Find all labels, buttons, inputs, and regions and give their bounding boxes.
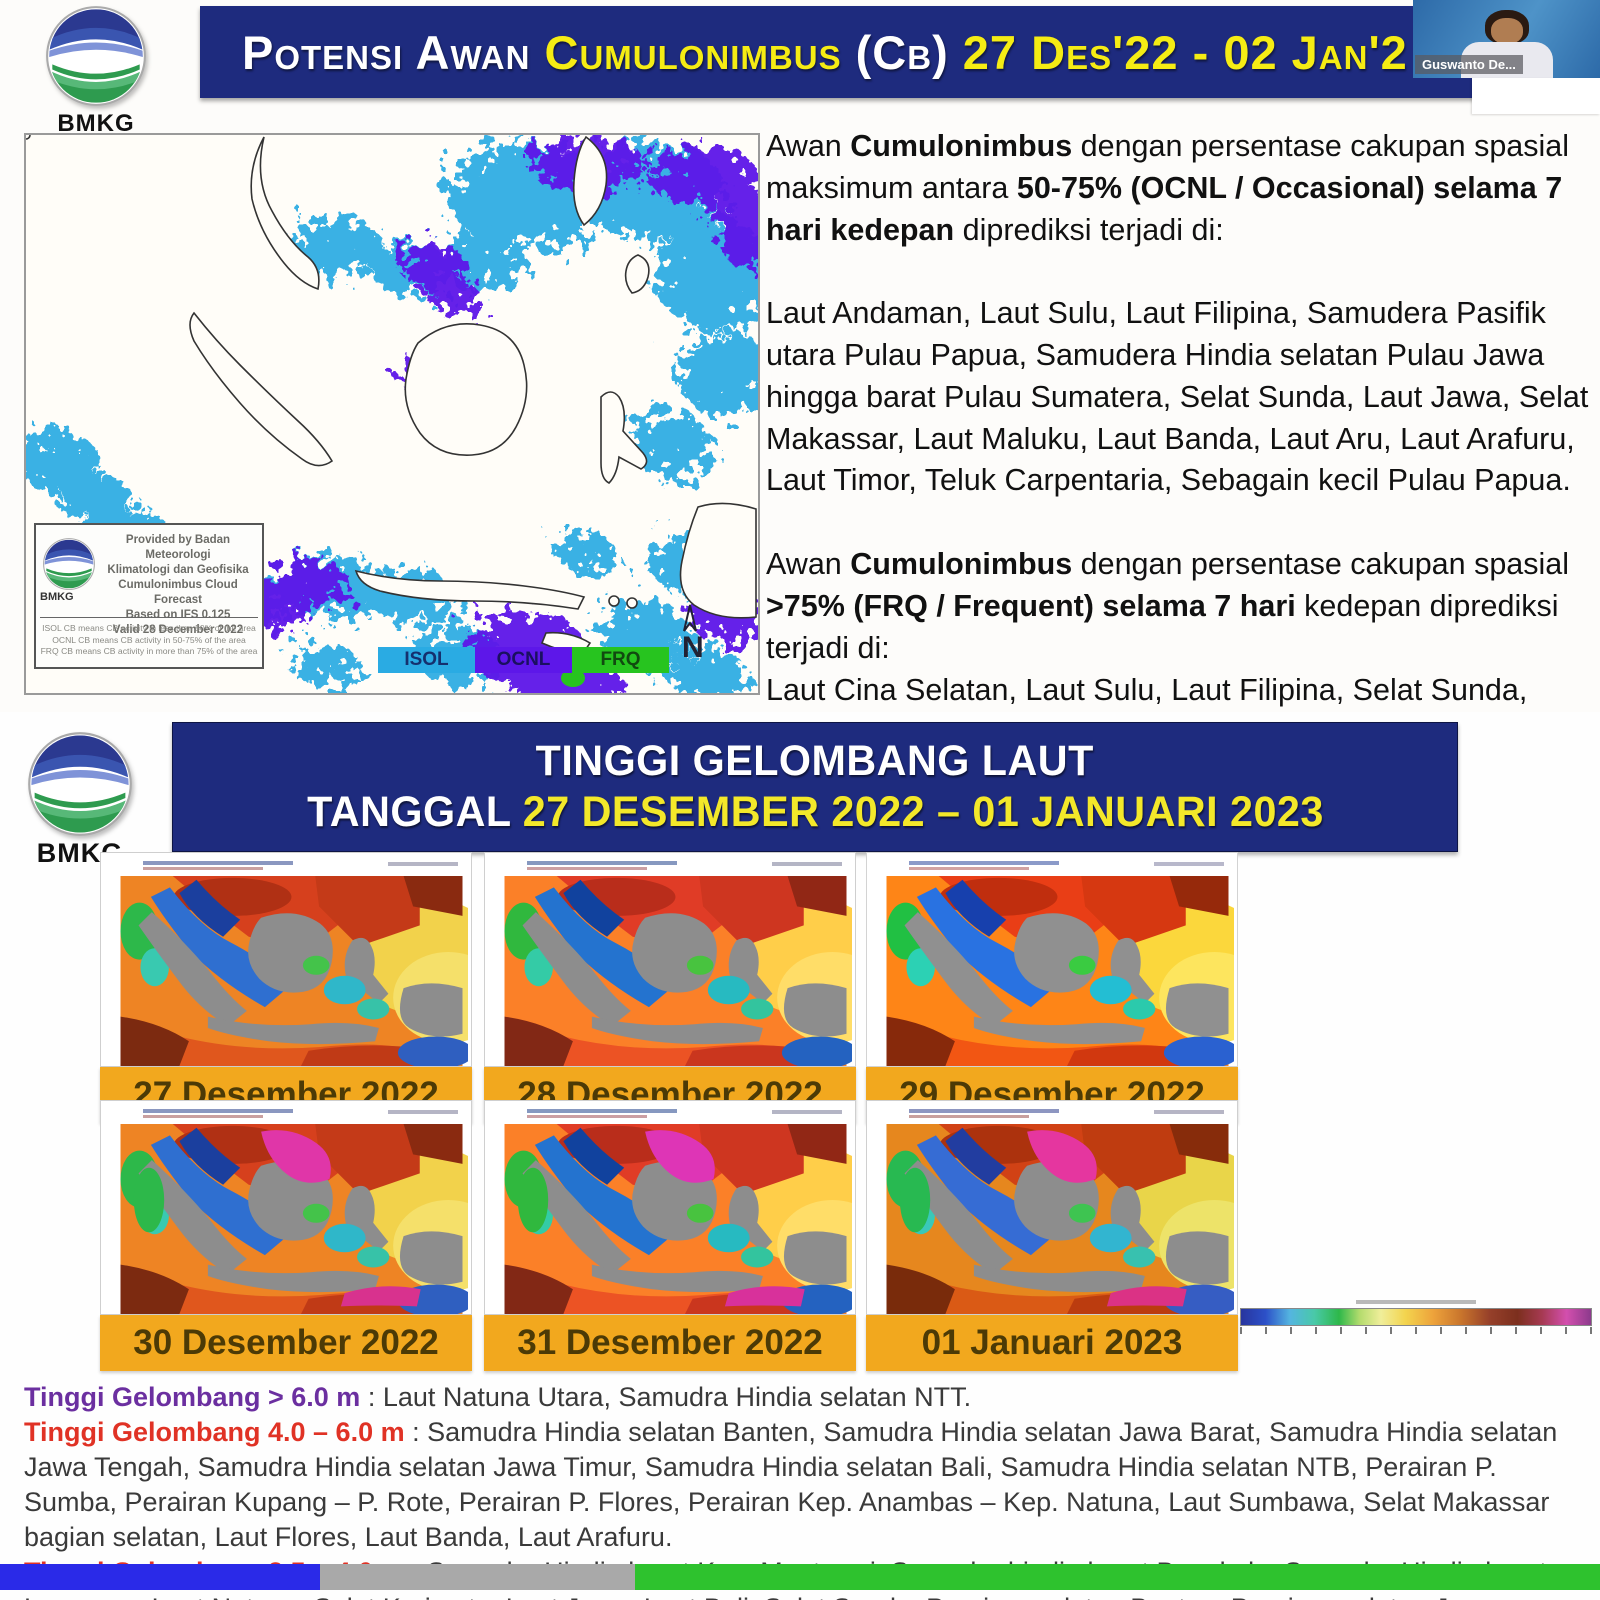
bmkg-logo: BMKG	[36, 4, 156, 138]
legend-note: OCNL CB means CB activity in 50-75% of t…	[52, 634, 246, 645]
legend-isol: ISOL	[378, 647, 475, 673]
svg-text:N: N	[682, 631, 704, 664]
wave-map-image	[881, 876, 1234, 1066]
wave-panel-date: 31 Desember 2022	[484, 1315, 856, 1371]
wave-map-image	[115, 1124, 468, 1314]
wave-panel-5: 31 Desember 2022	[484, 1100, 856, 1371]
legend-ocnl: OCNL	[475, 647, 572, 673]
cb-description: Awan Cumulonimbus dengan persentase caku…	[766, 126, 1590, 753]
credit-line: Valid 28 December 2022	[112, 623, 244, 636]
wave-panel-6: 01 Januari 2023	[866, 1100, 1238, 1371]
credit-line: Based on IFS 0.125	[125, 608, 231, 621]
bmkg-logo-icon	[18, 730, 142, 838]
wave-map-image	[115, 876, 468, 1066]
wave-note-label: Tinggi Gelombang 4.0 – 6.0 m	[24, 1417, 405, 1448]
wave-map-image	[881, 1124, 1234, 1314]
wave-map-image	[499, 1124, 852, 1314]
wave-panel-4: 30 Desember 2022	[100, 1100, 472, 1371]
legend-note: FRQ CB means CB activity in more than 75…	[40, 646, 258, 657]
colorscale-gradient	[1240, 1308, 1592, 1326]
cb-category-legend: ISOL OCNL FRQ	[378, 647, 669, 673]
participant-face	[1491, 18, 1523, 44]
footer-segment-gray	[320, 1564, 636, 1590]
cumulonimbus-map: N BMKG Provided by Badan Meteorologi Kli…	[24, 133, 760, 695]
wave-map-image	[499, 876, 852, 1066]
participant-name-badge: Guswanto De...	[1415, 55, 1523, 74]
compass-north: N	[682, 604, 704, 664]
colorscale-ticks	[1240, 1327, 1592, 1334]
wave-note-gt6: Tinggi Gelombang > 6.0 m : Laut Natuna U…	[24, 1380, 1590, 1415]
wave-panel-date: 01 Januari 2023	[866, 1315, 1238, 1371]
bmkg-logo-2: BMKG	[18, 730, 142, 869]
credit-line: Provided by Badan Meteorologi	[125, 534, 231, 561]
bmkg-logo-icon	[36, 4, 156, 108]
legend-frq: FRQ	[572, 647, 669, 673]
cb-paragraph-3: Awan Cumulonimbus dengan persentase caku…	[766, 547, 1570, 665]
cb-paragraph-1: Awan Cumulonimbus dengan persentase caku…	[766, 129, 1570, 247]
wave-panel-date: 30 Desember 2022	[100, 1315, 472, 1371]
map-credit-box: BMKG Provided by Badan Meteorologi Klima…	[34, 523, 264, 669]
wave-note-label: Tinggi Gelombang > 6.0 m	[24, 1382, 361, 1412]
video-overlay-corner	[1472, 78, 1600, 114]
footer-segment-blue	[0, 1564, 320, 1590]
footer-progress-strip	[0, 1564, 1600, 1590]
wave-section: BMKG TINGGI GELOMBANG LAUT TANGGAL 27 DE…	[0, 712, 1600, 1600]
wave-title-line2: TANGGAL 27 DESEMBER 2022 – 01 JANUARI 20…	[306, 788, 1324, 836]
cb-title: Potensi Awan Cumulonimbus (Cb) 27 Des'22…	[242, 25, 1408, 79]
colorscale-title-placeholder	[1356, 1300, 1476, 1304]
wave-panel-2: 28 Desember 2022	[484, 852, 856, 1123]
bmkg-mini-logo-icon	[42, 537, 96, 591]
credit-line: Klimatologi dan Geofisika	[107, 563, 249, 576]
wave-header-bar: TINGGI GELOMBANG LAUT TANGGAL 27 DESEMBE…	[172, 722, 1458, 852]
bmkg-mini-logo-label: BMKG	[40, 591, 74, 603]
wave-title-line1: TINGGI GELOMBANG LAUT	[535, 737, 1095, 785]
wave-panel-1: 27 Desember 2022	[100, 852, 472, 1123]
footer-segment-green	[635, 1564, 1600, 1590]
video-participant-thumbnail[interactable]: Guswanto De...	[1413, 0, 1600, 78]
wave-height-colorscale	[1240, 1300, 1592, 1334]
frq-cloud-area	[561, 669, 585, 687]
cb-paragraph-2: Laut Andaman, Laut Sulu, Laut Filipina, …	[766, 296, 1589, 498]
wave-note-text: : Samudra Hindia selatan Banten, Samudra…	[24, 1417, 1558, 1553]
coastlines	[26, 135, 757, 656]
credit-line: Cumulonimbus Cloud Forecast	[118, 578, 238, 606]
wave-panel-3: 29 Desember 2022	[866, 852, 1238, 1123]
wave-note-text: : Laut Natuna Utara, Samudra Hindia sela…	[360, 1382, 972, 1412]
cb-header-bar: Potensi Awan Cumulonimbus (Cb) 27 Des'22…	[200, 6, 1600, 98]
bmkg-logo-label: BMKG	[57, 110, 135, 137]
legend-note: ISOL CB means CB activity in less than 5…	[42, 623, 256, 633]
wave-note-4to6: Tinggi Gelombang 4.0 – 6.0 m : Samudra H…	[24, 1415, 1590, 1555]
